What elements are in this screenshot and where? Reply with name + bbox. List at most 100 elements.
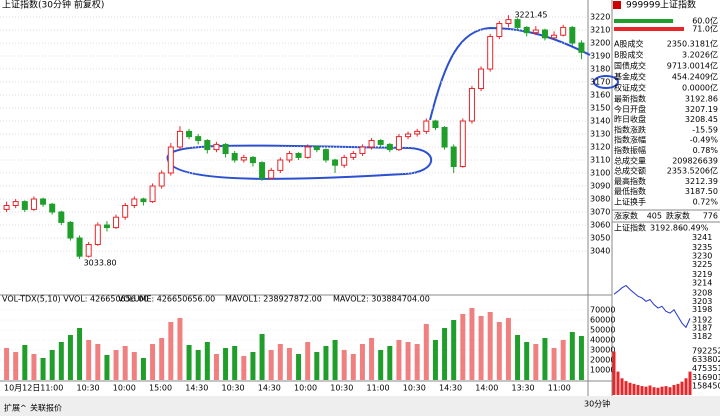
mini-vol-bar [628, 382, 632, 395]
candle-body [304, 146, 311, 158]
candle-body [405, 133, 412, 138]
row-value: 3.2026亿 [682, 50, 718, 60]
row-value: 3192.86 [685, 95, 718, 104]
mini-vol-bar [688, 371, 692, 395]
volume-bar [387, 346, 393, 380]
row-value: 3187.50 [685, 187, 718, 196]
y-tick-label: 10000 [590, 366, 615, 375]
time-label: 13:30 [512, 384, 535, 393]
candle-body [286, 153, 293, 161]
volume-bar [332, 340, 338, 380]
volume-bar [460, 314, 466, 380]
y-tick-label: 50000 [590, 326, 615, 335]
quote-name: 上证指数 [660, 0, 696, 11]
mini-tick: 3235 [692, 243, 712, 252]
volume-bar [286, 348, 292, 380]
candle-body [368, 140, 375, 148]
candle-body [21, 201, 28, 210]
volume-bar [305, 342, 311, 380]
volume-bar [442, 328, 448, 380]
y-tick-label: 3140 [590, 117, 610, 126]
row-value: -0.49% [690, 136, 719, 145]
buy-label: 60.0亿 [692, 16, 718, 26]
row-value: 454.2409亿 [672, 72, 718, 82]
row-label: A股成交 [614, 39, 643, 49]
row-label: 最新指数 [614, 94, 646, 104]
time-label: 10:30 [403, 384, 426, 393]
volume-bar [13, 352, 19, 380]
candle-body [113, 216, 120, 229]
vol-header: VOL-TDX(5,10) VVOL: 426650656.00 [2, 295, 149, 304]
y-tick-label: 3200 [590, 39, 610, 48]
mini-vol-tick: 633802 [692, 355, 720, 364]
candle-body [195, 136, 202, 142]
up-count-label: 涨家数 [614, 211, 638, 221]
row-value: 209826639 [672, 156, 718, 165]
y-tick-label: 60000 [590, 316, 615, 325]
candle-body [313, 146, 320, 151]
volume-bar [204, 342, 210, 380]
mini-vol-bar [648, 385, 652, 395]
candle-body [58, 211, 65, 223]
y-tick-label: 3070 [590, 208, 610, 217]
volume-bar [122, 346, 128, 380]
mini-vol-bar [612, 351, 616, 395]
candle-body [240, 156, 247, 161]
time-label: 11:00 [367, 384, 390, 393]
candle-body [551, 34, 558, 39]
candle-body [532, 29, 539, 34]
annotation-curve [429, 26, 591, 121]
candle-body [441, 127, 448, 148]
y-tick-label: 3190 [590, 52, 610, 61]
row-label: 指数涨跌 [614, 124, 646, 134]
row-value: 3208.45 [685, 115, 718, 124]
mini-vol-bar [644, 386, 648, 395]
candle-body [450, 146, 457, 168]
volume-bar [223, 348, 229, 380]
volume-bar [113, 350, 119, 380]
candle-body [322, 149, 329, 161]
down-count-label: 跌家数 [666, 211, 690, 221]
y-tick-label: 3120 [590, 143, 610, 152]
annotation-ellipse [593, 75, 619, 89]
vol-ma2: MAVOL2: 303884704.00 [333, 295, 430, 304]
tab[interactable]: 关联报价 [30, 403, 62, 413]
y-tick-label: 40000 [590, 336, 615, 345]
bottom-bar [0, 396, 720, 416]
volume-bar [177, 318, 183, 380]
row-label: 最低指数 [614, 186, 646, 196]
candle-body [12, 201, 19, 207]
volume-bar [432, 340, 438, 380]
time-label: 14:30 [185, 384, 208, 393]
volume-bar [241, 356, 247, 380]
volume-bar [515, 335, 521, 380]
mini-tick: 3192 [692, 315, 712, 324]
row-label: 权证成交 [614, 83, 646, 93]
candle-body [459, 120, 466, 168]
volume-bar [104, 355, 110, 380]
volume-bar [168, 322, 174, 380]
volume-bar [378, 350, 384, 380]
volume-bar [414, 344, 420, 380]
sell-label: 71.0亿 [692, 24, 718, 34]
mini-tick: 3241 [692, 233, 712, 242]
volume-bar [323, 346, 329, 380]
volume-bar [560, 340, 566, 380]
volume-bar [186, 345, 192, 380]
candle-body [149, 185, 156, 203]
y-tick-label: 3080 [590, 195, 610, 204]
row-label: 今日开盘 [614, 104, 646, 114]
mini-vol-bar [656, 387, 660, 395]
row-value: 3212.39 [685, 177, 718, 186]
tab[interactable]: 扩展^ [4, 403, 27, 413]
mini-vol-bar [676, 383, 680, 395]
candle-body [332, 159, 339, 166]
volume-bar [350, 354, 356, 380]
candle-body [414, 130, 421, 135]
quote-code: 999999 [626, 1, 661, 11]
candle-body [395, 136, 402, 151]
row-value: 9713.0014亿 [667, 61, 718, 71]
y-tick-label: 3220 [590, 13, 610, 22]
volume-bar [195, 350, 201, 380]
